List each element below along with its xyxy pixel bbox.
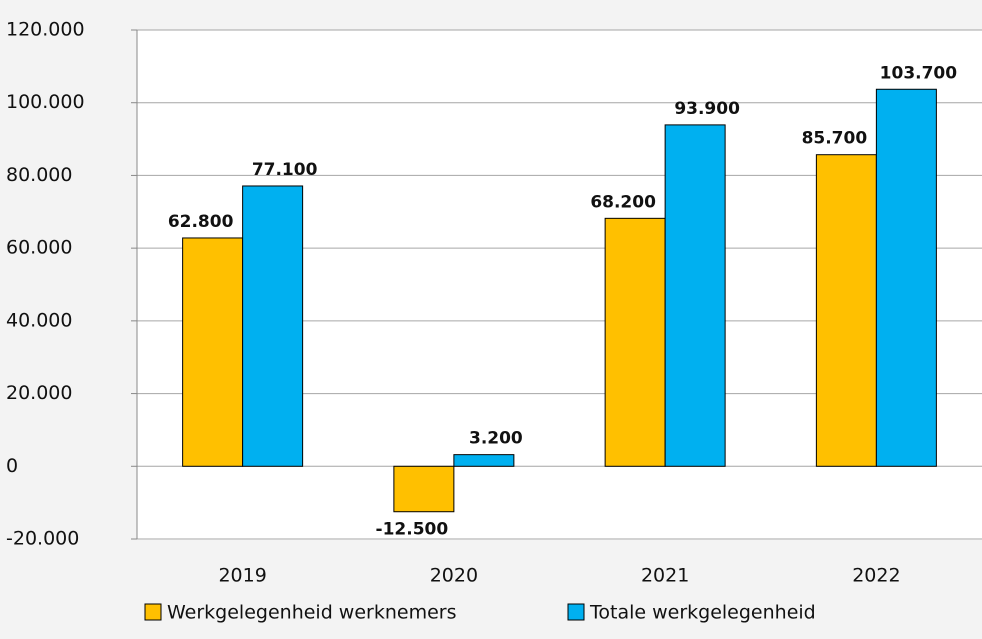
value-label: -12.500 xyxy=(376,520,449,540)
bar xyxy=(393,465,455,513)
bar xyxy=(453,454,515,467)
bar xyxy=(182,237,244,467)
legend-swatch xyxy=(144,603,162,621)
y-tick-label: 100.000 xyxy=(6,91,85,113)
y-tick-label: 120.000 xyxy=(6,19,85,41)
value-label: 68.200 xyxy=(590,192,656,212)
value-label: 93.900 xyxy=(674,99,740,119)
x-tick-label: 2022 xyxy=(852,565,900,587)
bar xyxy=(664,124,726,467)
value-label: 62.800 xyxy=(168,212,234,232)
legend-label: Werkgelegenheid werknemers xyxy=(167,602,456,624)
value-label: 3.200 xyxy=(469,429,523,449)
legend-label: Totale werkgelegenheid xyxy=(589,602,816,624)
y-tick-label: -20.000 xyxy=(6,528,79,550)
legend-swatch xyxy=(567,603,585,621)
bar xyxy=(242,185,304,467)
y-tick-label: 0 xyxy=(6,455,18,477)
x-tick-label: 2020 xyxy=(430,565,478,587)
y-tick-label: 40.000 xyxy=(6,309,72,331)
bar xyxy=(875,88,937,467)
value-label: 85.700 xyxy=(802,129,868,149)
y-tick-label: 80.000 xyxy=(6,164,72,186)
bar xyxy=(604,217,666,467)
y-tick-label: 60.000 xyxy=(6,237,72,259)
value-label: 103.700 xyxy=(880,63,958,83)
y-tick-label: 20.000 xyxy=(6,382,72,404)
x-tick-label: 2021 xyxy=(641,565,689,587)
value-label: 77.100 xyxy=(252,160,318,180)
x-tick-label: 2019 xyxy=(218,565,266,587)
bar xyxy=(815,154,877,467)
